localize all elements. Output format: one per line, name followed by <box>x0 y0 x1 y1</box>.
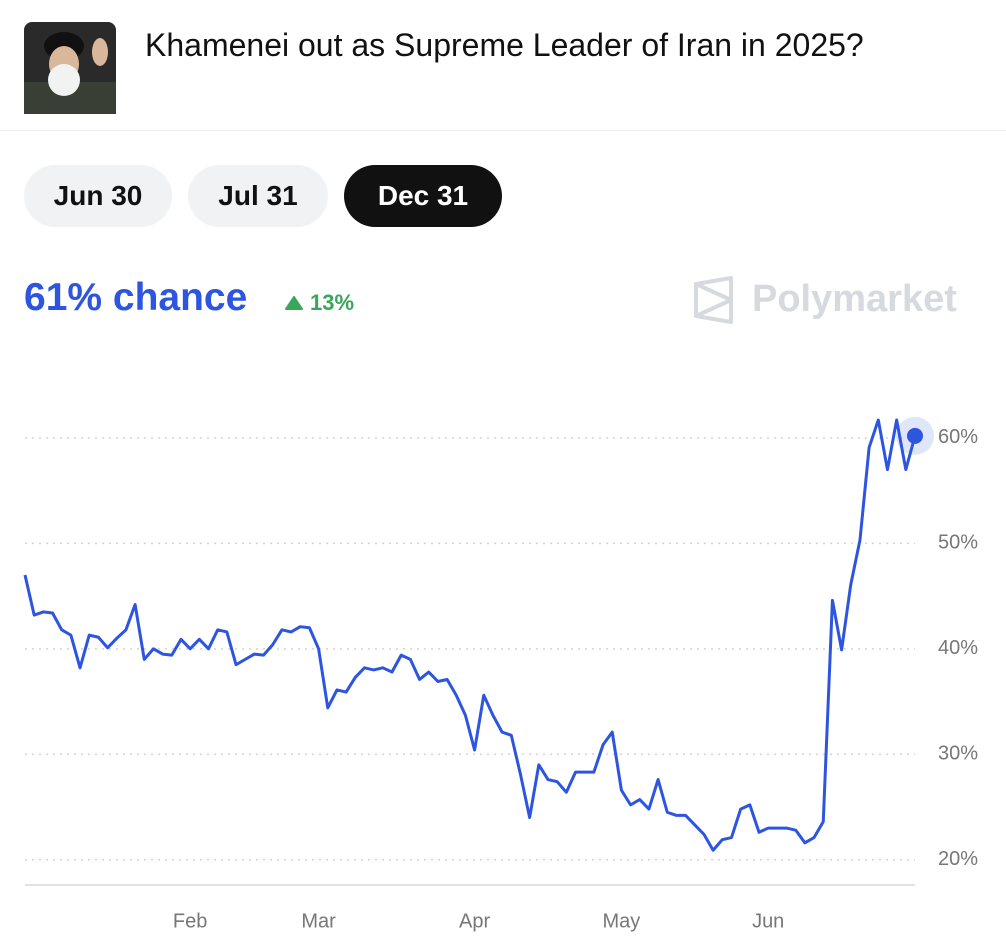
chance: 61% chance <box>24 276 248 319</box>
change: 13% <box>284 290 354 316</box>
y-tick-label: 60% <box>938 426 978 448</box>
y-tick-label: 20% <box>938 848 978 870</box>
date-tab[interactable]: Dec 31 <box>344 165 502 227</box>
date-tab[interactable]: Jun 30 <box>24 165 172 227</box>
up-arrow <box>285 296 303 310</box>
change-value: 13% <box>310 290 355 315</box>
market-title: Khamenei out as Supreme Leader of Iran i… <box>145 27 864 63</box>
y-tick-label: 30% <box>938 743 978 765</box>
chart: 20% 30% 40% 50% 60% Feb Mar Apr May Jun <box>23 416 978 932</box>
line <box>23 418 917 852</box>
brand-name: Polymarket <box>752 278 957 320</box>
brand-logo <box>694 276 733 324</box>
last-point <box>907 427 923 444</box>
x-tick-label: Apr <box>459 910 490 932</box>
x-tick-label: Mar <box>301 910 336 932</box>
y-tick-label: 50% <box>938 532 978 554</box>
market-image <box>24 22 116 114</box>
separator <box>0 130 1006 131</box>
date-tab[interactable]: Jul 31 <box>188 165 328 227</box>
x-tick-label: Jun <box>752 910 784 932</box>
x-tick-label: May <box>602 910 640 932</box>
y-tick-label: 40% <box>938 637 978 659</box>
x-tick-label: Feb <box>173 910 207 932</box>
